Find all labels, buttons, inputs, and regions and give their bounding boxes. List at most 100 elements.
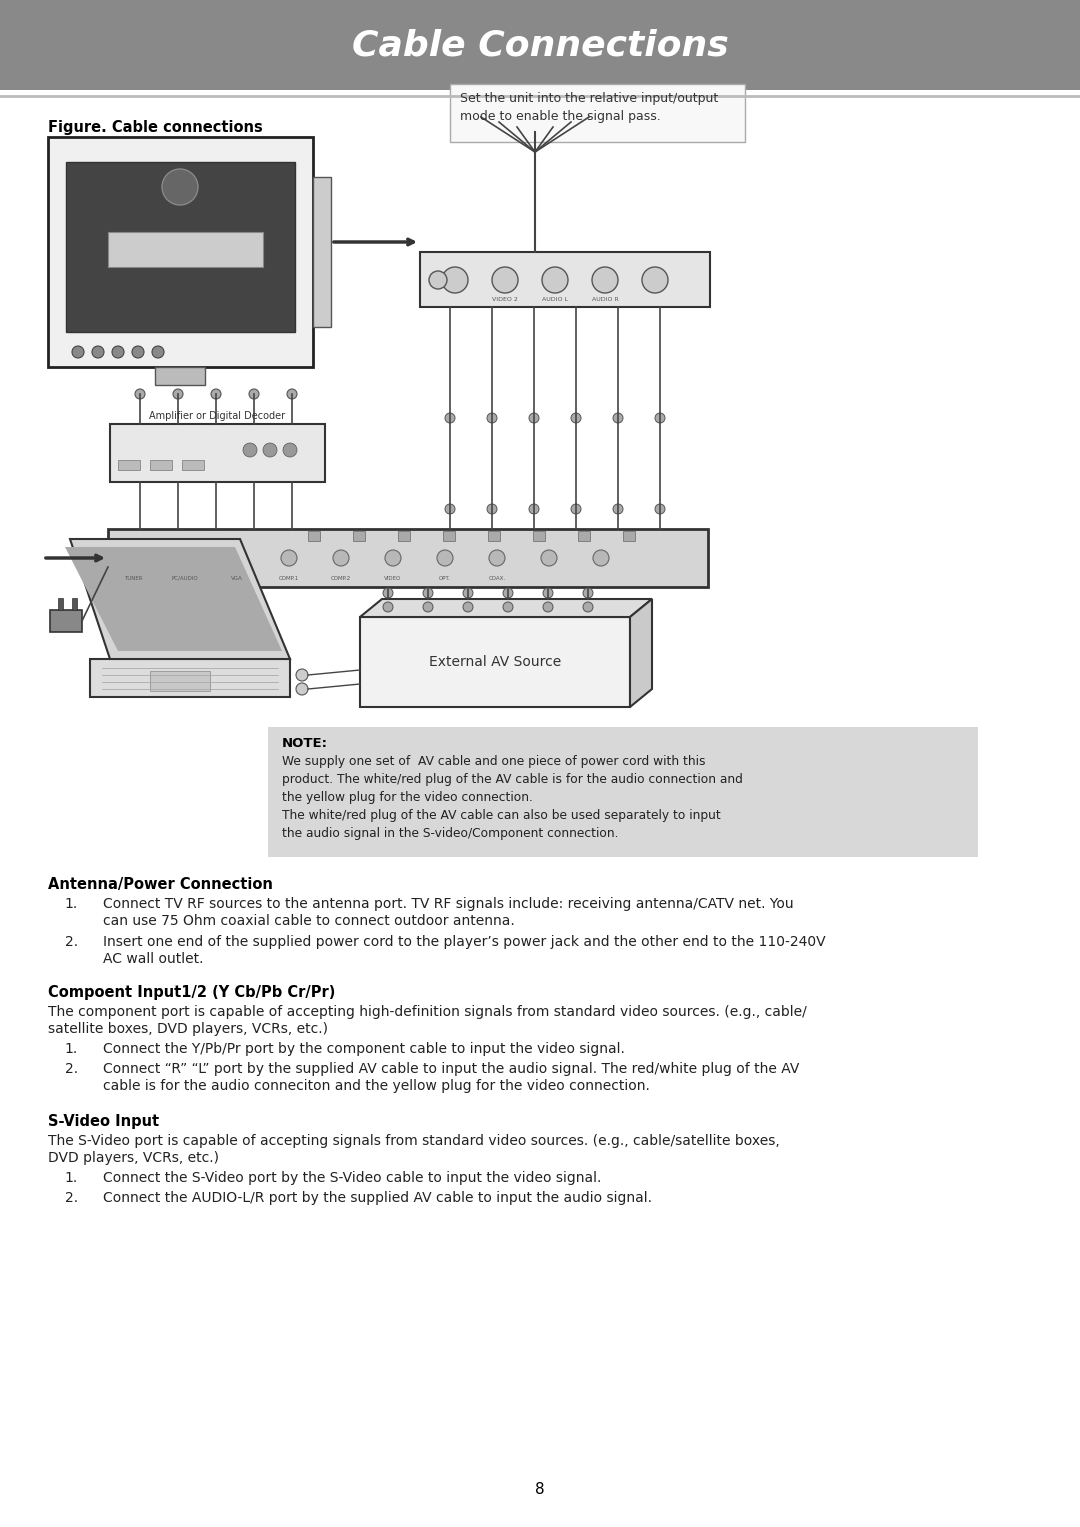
Circle shape <box>423 588 433 599</box>
Circle shape <box>162 169 198 205</box>
Circle shape <box>529 504 539 515</box>
Bar <box>623 531 635 541</box>
Text: The component port is capable of accepting high-definition signals from standard: The component port is capable of accepti… <box>48 1005 807 1019</box>
Text: Connect the Y/Pb/Pr port by the component cable to input the video signal.: Connect the Y/Pb/Pr port by the componen… <box>103 1041 625 1057</box>
Circle shape <box>487 504 497 515</box>
Circle shape <box>281 550 297 567</box>
Circle shape <box>445 412 455 423</box>
Bar <box>0 0 1080 90</box>
Bar <box>150 670 210 692</box>
Text: S-Video Input: S-Video Input <box>48 1115 159 1128</box>
Text: Connect TV RF sources to the antenna port. TV RF signals include: receiving ante: Connect TV RF sources to the antenna por… <box>103 896 794 912</box>
Bar <box>360 617 630 707</box>
Text: Connect the S-Video port by the S-Video cable to input the video signal.: Connect the S-Video port by the S-Video … <box>103 1171 602 1185</box>
Bar <box>353 531 365 541</box>
Bar <box>268 727 978 857</box>
Circle shape <box>492 267 518 293</box>
Text: VIDEO 2: VIDEO 2 <box>492 296 518 302</box>
Circle shape <box>442 267 468 293</box>
Text: OPT.: OPT. <box>440 576 451 580</box>
Bar <box>72 599 77 609</box>
Text: 1.: 1. <box>65 1171 78 1185</box>
Circle shape <box>654 504 665 515</box>
Text: PC/AUDIO: PC/AUDIO <box>172 576 199 580</box>
Circle shape <box>613 412 623 423</box>
Circle shape <box>429 270 447 289</box>
Bar <box>108 528 708 586</box>
Text: 1.: 1. <box>65 1041 78 1057</box>
Text: Insert one end of the supplied power cord to the player’s power jack and the oth: Insert one end of the supplied power cor… <box>103 935 825 948</box>
Text: AUDIO R: AUDIO R <box>592 296 619 302</box>
Circle shape <box>503 602 513 612</box>
Circle shape <box>583 602 593 612</box>
Circle shape <box>92 347 104 357</box>
Text: DVD players, VCRs, etc.): DVD players, VCRs, etc.) <box>48 1151 219 1165</box>
Text: NOTE:: NOTE: <box>282 738 328 750</box>
Circle shape <box>72 347 84 357</box>
Polygon shape <box>360 599 652 617</box>
Text: Set the unit into the relative input/output
mode to enable the signal pass.: Set the unit into the relative input/out… <box>460 92 718 124</box>
Circle shape <box>583 588 593 599</box>
Circle shape <box>503 588 513 599</box>
Text: COMP.2: COMP.2 <box>330 576 351 580</box>
Text: Amplifier or Digital Decoder: Amplifier or Digital Decoder <box>149 411 285 421</box>
Bar <box>578 531 590 541</box>
Text: Antenna/Power Connection: Antenna/Power Connection <box>48 876 273 892</box>
Circle shape <box>487 412 497 423</box>
Bar <box>48 137 313 366</box>
Bar <box>118 460 140 470</box>
Text: COAX.: COAX. <box>488 576 505 580</box>
Circle shape <box>112 347 124 357</box>
Text: AC wall outlet.: AC wall outlet. <box>103 951 203 967</box>
Text: External AV Source: External AV Source <box>429 655 562 669</box>
Circle shape <box>383 602 393 612</box>
Bar <box>66 162 295 331</box>
Circle shape <box>543 588 553 599</box>
Bar <box>443 531 455 541</box>
Circle shape <box>543 602 553 612</box>
Circle shape <box>613 504 623 515</box>
Circle shape <box>654 412 665 423</box>
Text: cable is for the audio conneciton and the yellow plug for the video connection.: cable is for the audio conneciton and th… <box>103 1080 650 1093</box>
Bar <box>50 609 82 632</box>
Circle shape <box>287 389 297 399</box>
Text: 8: 8 <box>536 1481 544 1496</box>
Text: VGA: VGA <box>231 576 243 580</box>
Circle shape <box>229 550 245 567</box>
Circle shape <box>333 550 349 567</box>
Polygon shape <box>65 547 282 651</box>
Bar <box>488 531 500 541</box>
Circle shape <box>264 443 276 457</box>
Polygon shape <box>70 539 291 660</box>
Circle shape <box>173 389 183 399</box>
Circle shape <box>571 504 581 515</box>
Text: Figure. Cable connections: Figure. Cable connections <box>48 121 262 134</box>
Circle shape <box>177 550 193 567</box>
Text: Connect “R” “L” port by the supplied AV cable to input the audio signal. The red: Connect “R” “L” port by the supplied AV … <box>103 1061 799 1077</box>
Text: AUDIO L: AUDIO L <box>542 296 568 302</box>
Text: COMP.1: COMP.1 <box>279 576 299 580</box>
Text: 1.: 1. <box>65 896 78 912</box>
Bar <box>399 531 410 541</box>
Circle shape <box>542 267 568 293</box>
Text: We supply one set of  AV cable and one piece of power cord with this
product. Th: We supply one set of AV cable and one pi… <box>282 754 743 840</box>
Circle shape <box>296 669 308 681</box>
Text: can use 75 Ohm coaxial cable to connect outdoor antenna.: can use 75 Ohm coaxial cable to connect … <box>103 915 515 928</box>
Bar <box>313 177 330 327</box>
Bar <box>450 84 745 142</box>
Circle shape <box>296 683 308 695</box>
Text: VIDEO: VIDEO <box>384 576 402 580</box>
Circle shape <box>489 550 505 567</box>
Circle shape <box>592 267 618 293</box>
Circle shape <box>437 550 453 567</box>
Bar <box>58 599 63 609</box>
Bar <box>183 460 204 470</box>
Text: Cable Connections: Cable Connections <box>352 27 728 63</box>
Circle shape <box>249 389 259 399</box>
Circle shape <box>125 550 141 567</box>
Polygon shape <box>630 599 652 707</box>
Circle shape <box>243 443 257 457</box>
Bar <box>420 252 710 307</box>
Text: TUNER: TUNER <box>124 576 143 580</box>
Circle shape <box>383 588 393 599</box>
